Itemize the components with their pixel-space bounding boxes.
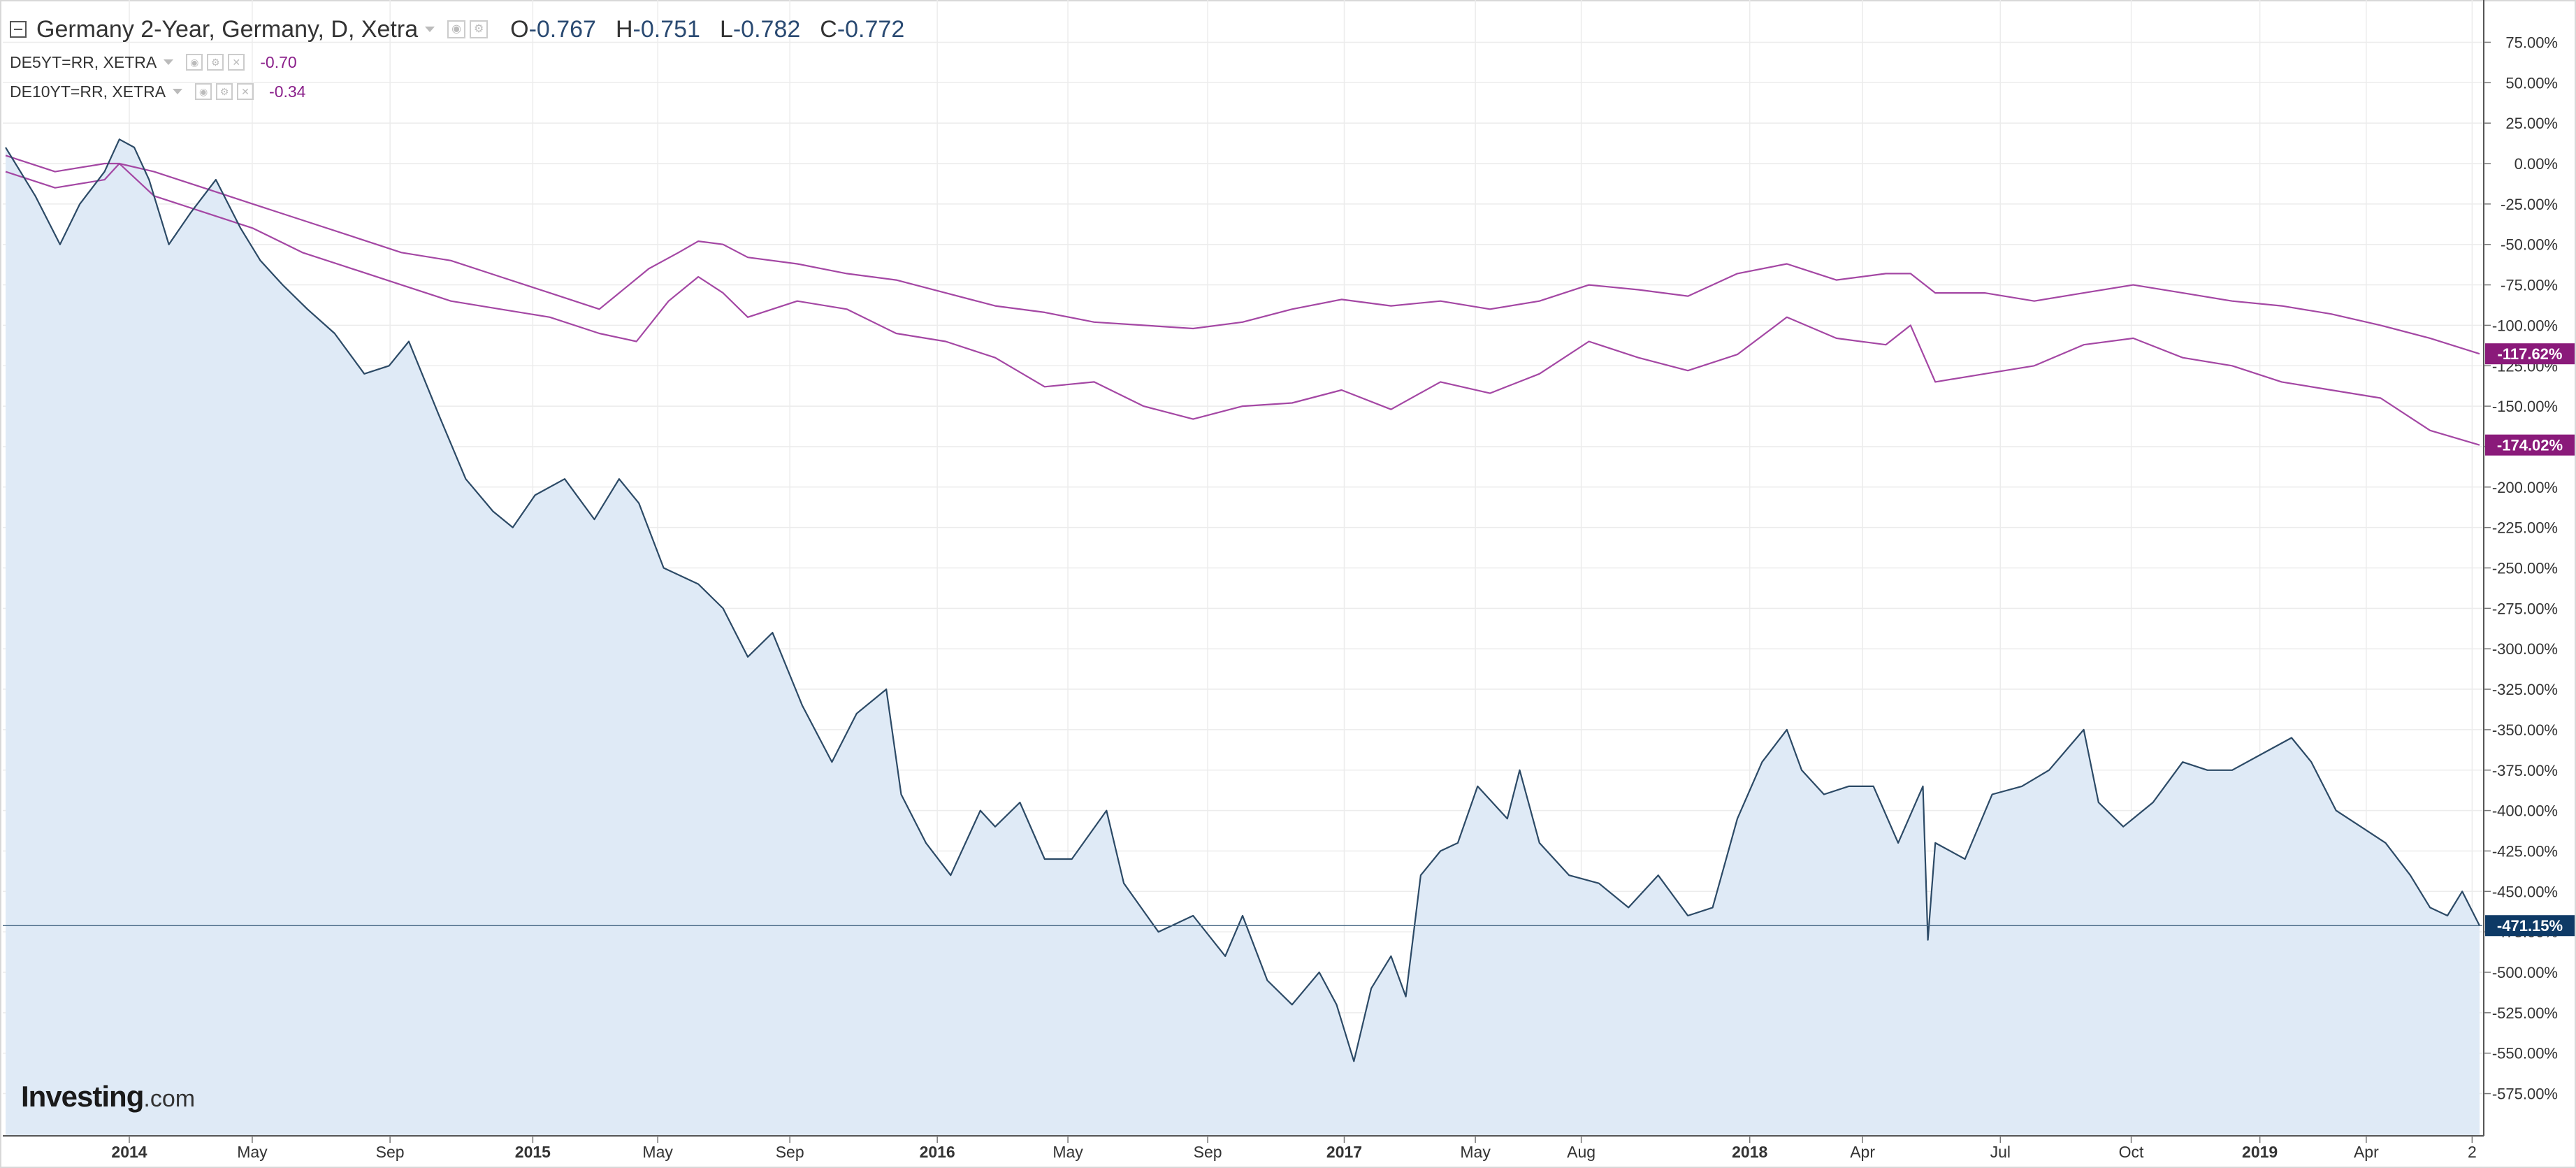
chart-legend: Germany 2-Year, Germany, D, Xetra ◉ ⚙ O …	[10, 11, 917, 106]
high-label: H	[615, 15, 633, 43]
y-tick-label: -75.00%	[2501, 277, 2558, 294]
overlay-label: DE5YT=RR, XETRA	[10, 52, 157, 71]
settings-icon[interactable]: ⚙	[470, 20, 489, 38]
visibility-icon[interactable]: ◉	[447, 20, 466, 38]
x-tick-label: Aug	[1567, 1143, 1595, 1161]
y-tick-label: -225.00%	[2492, 519, 2558, 537]
y-tick-label: -200.00%	[2492, 479, 2558, 496]
y-tick-label: -375.00%	[2492, 762, 2558, 779]
overlay-series-line-1	[5, 154, 2480, 355]
y-tick-label: -550.00%	[2492, 1045, 2558, 1062]
last-value-badge-label: -117.62%	[2498, 345, 2563, 363]
x-tick-label: Apr	[1850, 1143, 1875, 1161]
visibility-icon[interactable]: ◉	[186, 54, 203, 71]
y-tick-label: -150.00%	[2492, 398, 2558, 415]
last-value-badge: -174.02%	[2485, 434, 2575, 456]
visibility-icon[interactable]: ◉	[195, 83, 212, 100]
y-tick-label: -400.00%	[2492, 802, 2558, 820]
y-tick-label: -275.00%	[2492, 600, 2558, 617]
low-label: L	[719, 15, 733, 43]
close-label: C	[820, 15, 837, 43]
last-value-badge-label: -174.02%	[2497, 437, 2563, 454]
investing-logo: Investing.com	[21, 1080, 196, 1113]
x-tick-label: 2014	[111, 1143, 147, 1161]
y-tick-label: -300.00%	[2492, 640, 2558, 658]
x-tick-label: 2019	[2242, 1143, 2278, 1161]
close-value: -0.772	[837, 15, 905, 43]
chevron-down-icon[interactable]	[164, 59, 174, 65]
last-value-badge-bg	[2485, 343, 2575, 365]
settings-icon[interactable]: ⚙	[207, 54, 224, 71]
main-series-tools: ◉ ⚙	[447, 20, 489, 38]
x-tick-label: May	[1052, 1143, 1083, 1161]
open-label: O	[510, 15, 529, 43]
y-tick-label: -50.00%	[2501, 236, 2558, 254]
y-tick-label: 75.00%	[2505, 34, 2558, 51]
open-value: -0.767	[528, 15, 596, 43]
legend-overlay-row-de5yt[interactable]: DE5YT=RR, XETRA ◉ ⚙ ✕ -0.70	[10, 48, 917, 77]
y-tick-label: -250.00%	[2492, 560, 2558, 577]
high-value: -0.751	[632, 15, 700, 43]
y-tick-label: -500.00%	[2492, 964, 2558, 981]
x-tick-label: May	[237, 1143, 268, 1161]
main-series-line	[5, 138, 2480, 1062]
main-series-title: Germany 2-Year, Germany, D, Xetra	[36, 15, 419, 43]
y-tick-label: -25.00%	[2501, 196, 2558, 213]
chevron-down-icon[interactable]	[425, 27, 435, 32]
close-icon[interactable]: ✕	[228, 54, 245, 71]
x-tick-label: May	[1460, 1143, 1491, 1161]
x-tick-label: Sep	[1194, 1143, 1222, 1161]
last-value-badge-bg	[2485, 434, 2575, 456]
y-tick-label: -350.00%	[2492, 721, 2558, 739]
x-tick-label: 2015	[515, 1143, 551, 1161]
y-tick-label: -575.00%	[2492, 1086, 2558, 1103]
x-tick-label: Jul	[1990, 1143, 2011, 1161]
x-tick-label: Oct	[2119, 1143, 2144, 1161]
close-icon[interactable]: ✕	[237, 83, 254, 100]
x-tick-label: 2017	[1326, 1143, 1362, 1161]
overlay-value: -0.34	[269, 82, 306, 101]
overlay-value: -0.70	[260, 52, 297, 71]
x-tick-label: May	[642, 1143, 673, 1161]
last-value-badge-bg	[2485, 915, 2575, 937]
x-tick-label: 2018	[1732, 1143, 1767, 1161]
overlay-tools: ◉ ⚙ ✕	[186, 54, 245, 71]
chevron-down-icon[interactable]	[173, 89, 183, 94]
last-value-badge: -117.62%	[2485, 343, 2575, 365]
y-tick-label: -325.00%	[2492, 681, 2558, 698]
y-tick-label: 0.00%	[2515, 155, 2558, 173]
x-tick-label: 2016	[920, 1143, 955, 1161]
x-tick-label: Sep	[776, 1143, 804, 1161]
overlay-label: DE10YT=RR, XETRA	[10, 82, 166, 101]
y-tick-label: -525.00%	[2492, 1004, 2558, 1022]
legend-overlay-row-de10yt[interactable]: DE10YT=RR, XETRA ◉ ⚙ ✕ -0.34	[10, 77, 917, 106]
y-tick-label: 25.00%	[2505, 115, 2558, 132]
low-value: -0.782	[732, 15, 801, 43]
main-series-area	[6, 139, 2480, 1136]
collapse-icon[interactable]	[10, 21, 27, 38]
last-value-badge: -471.15%	[2485, 915, 2575, 937]
y-tick-label: -425.00%	[2492, 842, 2558, 860]
y-tick-label: -100.00%	[2492, 317, 2558, 334]
x-tick-label: Apr	[2354, 1143, 2379, 1161]
settings-icon[interactable]: ⚙	[216, 83, 233, 100]
y-tick-label: -450.00%	[2492, 883, 2558, 900]
x-tick-label: Sep	[376, 1143, 405, 1161]
x-tick-label: 2	[2468, 1143, 2477, 1161]
legend-main-row[interactable]: Germany 2-Year, Germany, D, Xetra ◉ ⚙ O …	[10, 11, 917, 48]
last-value-badge-label: -471.15%	[2497, 917, 2563, 935]
overlay-tools: ◉ ⚙ ✕	[195, 83, 254, 100]
y-tick-label: 50.00%	[2505, 74, 2558, 92]
overlay-series-line-2	[5, 162, 2480, 446]
